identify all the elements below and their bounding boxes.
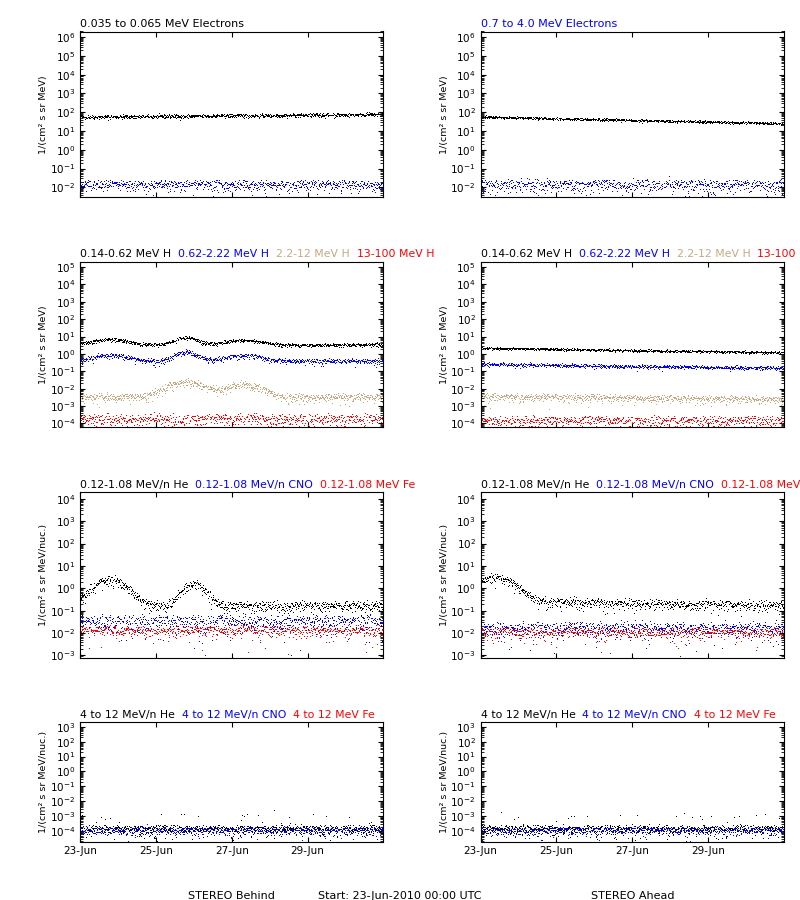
- Y-axis label: 1/(cm² s sr MeV/nuc.): 1/(cm² s sr MeV/nuc.): [39, 524, 48, 626]
- Text: 0.12-1.08 MeV/n CNO: 0.12-1.08 MeV/n CNO: [188, 480, 314, 490]
- Text: 0.12-1.08 MeV/n CNO: 0.12-1.08 MeV/n CNO: [589, 480, 714, 490]
- Text: STEREO Ahead: STEREO Ahead: [590, 891, 674, 900]
- Y-axis label: 1/(cm² s sr MeV): 1/(cm² s sr MeV): [39, 305, 48, 384]
- Text: 4 to 12 MeV/n He: 4 to 12 MeV/n He: [481, 710, 575, 721]
- Text: Start: 23-Jun-2010 00:00 UTC: Start: 23-Jun-2010 00:00 UTC: [318, 891, 482, 900]
- Text: 4 to 12 MeV/n CNO: 4 to 12 MeV/n CNO: [575, 710, 687, 721]
- Y-axis label: 1/(cm² s sr MeV): 1/(cm² s sr MeV): [440, 305, 449, 384]
- Text: 0.14-0.62 MeV H: 0.14-0.62 MeV H: [80, 249, 171, 259]
- Text: 2.2-12 MeV H: 2.2-12 MeV H: [670, 249, 750, 259]
- Text: 4 to 12 MeV Fe: 4 to 12 MeV Fe: [687, 710, 775, 721]
- Text: 0.12-1.08 MeV/n He: 0.12-1.08 MeV/n He: [80, 480, 188, 490]
- Y-axis label: 1/(cm² s sr MeV/nuc.): 1/(cm² s sr MeV/nuc.): [440, 524, 449, 626]
- Text: 0.12-1.08 MeV Fe: 0.12-1.08 MeV Fe: [314, 480, 415, 490]
- Text: 0.12-1.08 MeV Fe: 0.12-1.08 MeV Fe: [714, 480, 800, 490]
- Text: 4 to 12 MeV/n CNO: 4 to 12 MeV/n CNO: [175, 710, 286, 721]
- Text: STEREO Behind: STEREO Behind: [188, 891, 275, 900]
- Text: 0.62-2.22 MeV H: 0.62-2.22 MeV H: [171, 249, 269, 259]
- Text: 0.12-1.08 MeV/n He: 0.12-1.08 MeV/n He: [481, 480, 589, 490]
- Y-axis label: 1/(cm² s sr MeV): 1/(cm² s sr MeV): [440, 75, 449, 154]
- Y-axis label: 1/(cm² s sr MeV/nuc.): 1/(cm² s sr MeV/nuc.): [440, 731, 449, 833]
- Text: 13-100 MeV H: 13-100 MeV H: [750, 249, 800, 259]
- Text: 13-100 MeV H: 13-100 MeV H: [350, 249, 434, 259]
- Text: 4 to 12 MeV Fe: 4 to 12 MeV Fe: [286, 710, 375, 721]
- Text: 0.7 to 4.0 MeV Electrons: 0.7 to 4.0 MeV Electrons: [481, 19, 617, 29]
- Text: 0.62-2.22 MeV H: 0.62-2.22 MeV H: [572, 249, 670, 259]
- Text: 0.035 to 0.065 MeV Electrons: 0.035 to 0.065 MeV Electrons: [80, 19, 244, 29]
- Text: 4 to 12 MeV/n He: 4 to 12 MeV/n He: [80, 710, 175, 721]
- Y-axis label: 1/(cm² s sr MeV/nuc.): 1/(cm² s sr MeV/nuc.): [39, 731, 48, 833]
- Text: 0.14-0.62 MeV H: 0.14-0.62 MeV H: [481, 249, 572, 259]
- Text: 2.2-12 MeV H: 2.2-12 MeV H: [269, 249, 350, 259]
- Y-axis label: 1/(cm² s sr MeV): 1/(cm² s sr MeV): [39, 75, 48, 154]
